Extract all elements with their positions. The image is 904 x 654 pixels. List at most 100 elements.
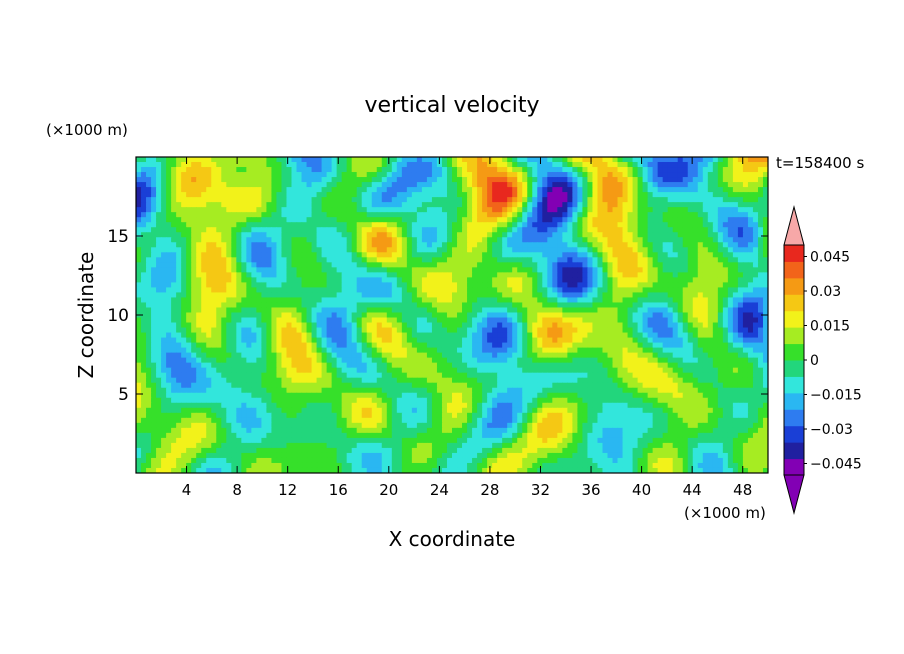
- field-cell: [346, 307, 353, 314]
- field-cell: [351, 217, 358, 223]
- field-cell: [411, 157, 418, 163]
- field-cell: [472, 282, 478, 289]
- field-cell: [612, 322, 619, 329]
- field-cell: [727, 272, 734, 278]
- field-cell: [426, 337, 433, 344]
- field-cell: [406, 207, 413, 213]
- field-cell: [371, 217, 378, 223]
- field-cell: [286, 162, 293, 168]
- field-cell: [527, 297, 533, 304]
- field-cell: [482, 212, 488, 218]
- field-cell: [517, 302, 523, 309]
- field-cell: [146, 172, 152, 178]
- field-cell: [361, 312, 368, 319]
- field-cell: [457, 247, 463, 253]
- field-cell: [156, 177, 162, 183]
- field-cell: [717, 347, 724, 354]
- field-cell: [231, 267, 237, 273]
- field-cell: [421, 282, 428, 289]
- field-cell: [301, 252, 308, 258]
- field-cell: [757, 267, 764, 273]
- field-cell: [296, 327, 303, 334]
- field-cell: [431, 332, 438, 339]
- field-cell: [742, 202, 749, 208]
- field-cell: [171, 202, 177, 208]
- field-cell: [667, 222, 674, 228]
- field-cell: [246, 347, 252, 354]
- field-cell: [201, 347, 207, 354]
- field-cell: [522, 207, 528, 213]
- field-cell: [436, 212, 443, 218]
- field-cell: [221, 297, 227, 304]
- field-cell: [301, 212, 308, 218]
- field-cell: [512, 217, 518, 223]
- field-cell: [492, 272, 498, 278]
- field-cell: [336, 267, 343, 273]
- field-cell: [707, 262, 714, 268]
- field-cell: [612, 232, 619, 238]
- field-cell: [401, 157, 408, 163]
- field-cell: [436, 187, 443, 193]
- field-cell: [742, 317, 749, 324]
- field-cell: [331, 172, 338, 178]
- field-cell: [452, 352, 458, 359]
- field-cell: [457, 202, 463, 208]
- field-cell: [431, 182, 438, 188]
- field-cell: [507, 197, 513, 203]
- field-cell: [762, 187, 768, 193]
- field-cell: [572, 197, 578, 203]
- field-cell: [502, 187, 508, 193]
- field-cell: [522, 197, 528, 203]
- field-cell: [582, 322, 589, 329]
- field-cell: [712, 217, 719, 223]
- field-cell: [401, 167, 408, 173]
- field-cell: [211, 312, 217, 319]
- field-cell: [637, 232, 644, 238]
- field-cell: [396, 222, 403, 228]
- field-cell: [226, 212, 232, 218]
- field-cell: [517, 177, 523, 183]
- field-cell: [752, 307, 759, 314]
- field-cell: [692, 247, 699, 253]
- field-cell: [677, 307, 684, 314]
- field-cell: [151, 312, 157, 319]
- field-cell: [226, 172, 232, 178]
- field-cell: [321, 212, 328, 218]
- field-cell: [657, 282, 664, 289]
- field-cell: [632, 292, 639, 299]
- field-cell: [522, 232, 528, 238]
- field-cell: [607, 287, 614, 294]
- field-cell: [717, 237, 724, 243]
- field-cell: [216, 162, 222, 168]
- field-cell: [421, 162, 428, 168]
- field-cell: [672, 317, 679, 324]
- field-cell: [336, 227, 343, 233]
- field-cell: [161, 327, 167, 334]
- field-cell: [191, 287, 197, 294]
- field-cell: [286, 322, 293, 329]
- field-cell: [592, 347, 599, 354]
- field-cell: [351, 262, 358, 268]
- field-cell: [577, 182, 584, 188]
- field-cell: [216, 217, 222, 223]
- field-cell: [672, 202, 679, 208]
- field-cell: [231, 212, 237, 218]
- field-cell: [527, 247, 533, 253]
- field-cell: [301, 162, 308, 168]
- field-cell: [171, 317, 177, 324]
- field-cell: [446, 302, 453, 309]
- field-cell: [406, 187, 413, 193]
- field-cell: [482, 267, 488, 273]
- field-cell: [321, 252, 328, 258]
- field-cell: [592, 302, 599, 309]
- field-cell: [537, 187, 543, 193]
- field-cell: [286, 287, 293, 294]
- field-cell: [712, 197, 719, 203]
- field-cell: [762, 157, 768, 163]
- field-cell: [261, 282, 268, 289]
- field-cell: [381, 262, 388, 268]
- field-cell: [627, 292, 634, 299]
- field-cell: [682, 267, 689, 273]
- field-cell: [341, 282, 348, 289]
- field-cell: [632, 252, 639, 258]
